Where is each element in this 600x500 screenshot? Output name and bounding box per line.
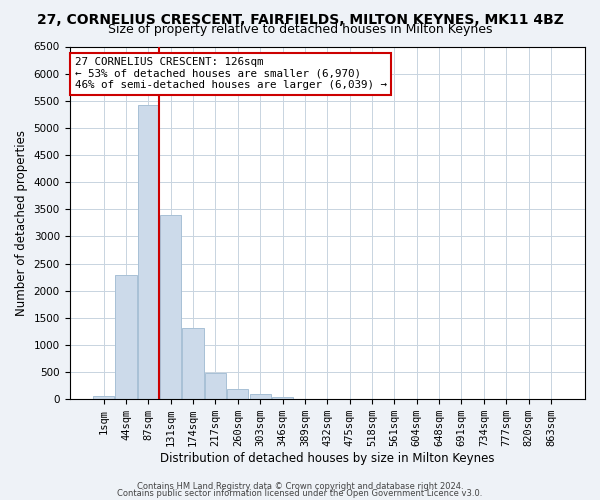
Bar [137, 105, 159, 399]
Bar [160, 216, 181, 399]
Text: 27 CORNELIUS CRESCENT: 126sqm
← 53% of detached houses are smaller (6,970)
46% o: 27 CORNELIUS CRESCENT: 126sqm ← 53% of d… [74, 57, 386, 90]
Text: 27, CORNELIUS CRESCENT, FAIRFIELDS, MILTON KEYNES, MK11 4BZ: 27, CORNELIUS CRESCENT, FAIRFIELDS, MILT… [37, 12, 563, 26]
Y-axis label: Number of detached properties: Number of detached properties [15, 130, 28, 316]
Text: Contains public sector information licensed under the Open Government Licence v3: Contains public sector information licen… [118, 490, 482, 498]
Text: Size of property relative to detached houses in Milton Keynes: Size of property relative to detached ho… [108, 22, 492, 36]
Text: Contains HM Land Registry data © Crown copyright and database right 2024.: Contains HM Land Registry data © Crown c… [137, 482, 463, 491]
Bar [205, 373, 226, 399]
Bar [250, 394, 271, 399]
X-axis label: Distribution of detached houses by size in Milton Keynes: Distribution of detached houses by size … [160, 452, 494, 465]
Bar [272, 396, 293, 399]
Bar [115, 276, 137, 399]
Bar [182, 328, 203, 399]
Bar [93, 396, 114, 399]
Bar [227, 389, 248, 399]
